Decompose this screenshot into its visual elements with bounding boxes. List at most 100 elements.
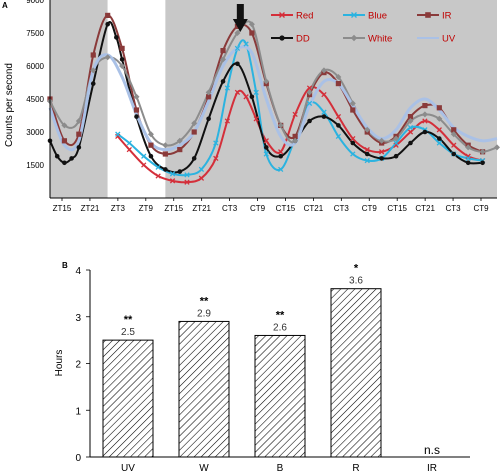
bar-uv (102, 339, 154, 458)
data-point-dd (408, 140, 413, 146)
data-point-red (243, 94, 249, 100)
data-point-ir (292, 133, 298, 139)
legend-marker (350, 34, 358, 42)
data-point-white (75, 118, 82, 124)
data-point-blue (436, 140, 442, 146)
data-point-white (393, 135, 400, 142)
category-label: W (199, 463, 209, 474)
data-point-red (306, 85, 313, 91)
legend: Red Blue IR DD White UV (271, 11, 456, 45)
data-point-dd (379, 156, 384, 161)
y-tick-label-b: 0 (75, 453, 81, 464)
data-point-red (253, 116, 259, 122)
data-point-dd (177, 169, 183, 174)
data-point-dd (76, 145, 82, 150)
bar-value-label: 2.6 (273, 322, 287, 333)
legend-marker (351, 12, 357, 18)
data-point-dd (105, 21, 110, 27)
bar-value-label: 2.5 (121, 327, 135, 338)
data-point-white (450, 131, 457, 138)
data-point-blue (169, 171, 176, 177)
data-point-dd (54, 153, 60, 159)
x-tick-label: ZT15 (164, 204, 183, 213)
y-tick-label: 7500 (26, 29, 44, 38)
legend-label-dd: DD (296, 34, 310, 45)
category-label: B (277, 463, 284, 474)
data-point-dd (307, 118, 312, 124)
data-point-white (234, 30, 241, 36)
data-point-ir (148, 142, 154, 148)
data-point-dd (480, 160, 485, 166)
data-point-white (176, 137, 183, 144)
y-axis-label-a: Counts per second (4, 63, 15, 147)
data-point-dd (321, 114, 327, 119)
data-point-red (422, 118, 428, 124)
data-point-dd (278, 153, 284, 159)
data-point-white (292, 137, 299, 144)
legend-label-blue: Blue (368, 11, 387, 22)
data-point-ir (105, 12, 111, 18)
data-point-white (104, 54, 111, 61)
data-point-white (119, 63, 126, 69)
data-point-blue (278, 166, 284, 173)
data-point-red (213, 155, 219, 162)
y-ticks-b: 0 1 2 3 4 (75, 266, 90, 464)
data-point-ir (90, 52, 96, 58)
legend-marker (279, 35, 285, 41)
data-point-blue (126, 140, 132, 146)
bar-b (254, 334, 306, 458)
y-tick-label-b: 1 (75, 406, 81, 417)
x-tick-label: CT9 (250, 204, 266, 213)
data-point-white (320, 67, 327, 74)
data-point-ir (335, 81, 341, 87)
data-point-red (155, 173, 161, 179)
data-point-white (277, 122, 284, 129)
data-point-dd (249, 94, 255, 100)
y-ticks-a: 1500 3000 4500 6000 7500 9000 (26, 0, 44, 170)
legend-marker (425, 12, 431, 18)
data-point-red (169, 178, 176, 184)
legend-label-white: White (368, 34, 392, 45)
data-point-dd (350, 140, 356, 146)
data-point-white (378, 137, 385, 144)
data-point-red (184, 179, 190, 185)
data-point-white (191, 120, 198, 127)
x-tick-label: ZT3 (111, 204, 126, 213)
x-tick-label: CT9 (362, 204, 378, 213)
data-point-dd (336, 123, 341, 128)
panel-b-letter: B (62, 261, 68, 270)
data-point-ir (436, 105, 442, 111)
data-point-dd (90, 81, 96, 86)
category-label: IR (427, 463, 437, 474)
data-point-ir (162, 151, 168, 157)
data-point-ir (119, 45, 125, 51)
data-point-blue (393, 140, 399, 146)
data-point-blue (198, 166, 205, 173)
data-point-blue (335, 133, 342, 140)
data-point-red (321, 91, 327, 98)
data-point-white (220, 56, 227, 63)
data-point-white (407, 118, 414, 124)
x-tick-label: CT3 (446, 204, 462, 213)
data-point-red (198, 175, 205, 181)
bar-value-label: 2.9 (197, 308, 211, 319)
data-point-white (479, 148, 486, 155)
data-point-white (349, 100, 356, 107)
data-point-dd (62, 160, 67, 166)
significance-marker: ** (200, 295, 209, 307)
data-point-dd (191, 156, 197, 161)
data-point-dd (437, 136, 442, 141)
data-point-ir (206, 94, 212, 100)
data-point-red (126, 146, 132, 153)
data-point-red (292, 111, 298, 118)
data-point-white (90, 67, 97, 74)
data-point-blue (350, 151, 356, 157)
data-point-white (436, 115, 443, 122)
data-point-ir (220, 48, 226, 54)
x-tick-label: ZT21 (81, 204, 100, 213)
y-tick-label-b: 3 (75, 313, 81, 324)
markers-layer (47, 12, 500, 185)
arrow-down-shape (232, 4, 248, 32)
